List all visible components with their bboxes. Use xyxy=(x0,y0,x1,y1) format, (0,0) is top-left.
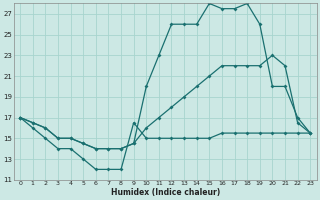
X-axis label: Humidex (Indice chaleur): Humidex (Indice chaleur) xyxy=(111,188,220,197)
